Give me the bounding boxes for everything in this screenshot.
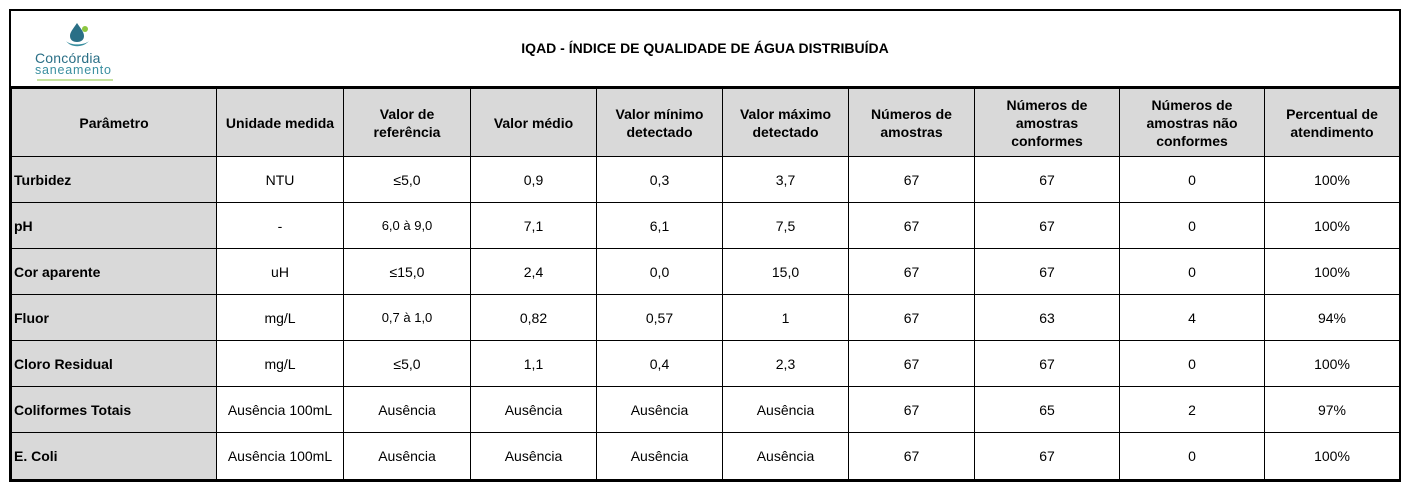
table-cell: 0	[1119, 248, 1265, 295]
table-row: Cor aparente uH ≤15,0 2,4 0,0 15,0 67 67…	[11, 248, 1400, 295]
header-cell: Números de amostras	[848, 88, 975, 157]
header-cell: Números de amostras conformes	[974, 88, 1120, 157]
table-cell: Ausência 100mL	[216, 432, 344, 480]
table-cell: 67	[974, 248, 1120, 295]
table-row: Turbidez NTU ≤5,0 0,9 0,3 3,7 67 67 0 10…	[11, 156, 1400, 203]
table-cell: 1,1	[470, 340, 597, 387]
table-cell: 100%	[1264, 248, 1400, 295]
table-cell: 100%	[1264, 202, 1400, 249]
logo-tagline-rule	[37, 79, 113, 81]
table-cell: Ausência	[596, 432, 723, 480]
table-cell: 0	[1119, 340, 1265, 387]
table-cell: 0,4	[596, 340, 723, 387]
table-row: Cloro Residual mg/L ≤5,0 1,1 0,4 2,3 67 …	[11, 340, 1400, 387]
table-cell: 100%	[1264, 156, 1400, 203]
table-cell: 65	[974, 386, 1120, 433]
header-cell: Parâmetro	[11, 88, 217, 157]
param-cell: Cor aparente	[11, 248, 217, 295]
header-cell: Percentual de atendimento	[1264, 88, 1400, 157]
table-cell: 67	[974, 432, 1120, 480]
table-cell: 67	[974, 202, 1120, 249]
param-cell: Turbidez	[11, 156, 217, 203]
table-cell: 0,82	[470, 294, 597, 341]
logo-sub: saneamento	[35, 63, 112, 77]
title-row: Concórdia saneamento IQAD - ÍNDICE DE QU…	[11, 11, 1399, 88]
water-drop-icon	[66, 23, 89, 47]
table-cell: 63	[974, 294, 1120, 341]
table-cell: 0	[1119, 156, 1265, 203]
table-cell: NTU	[216, 156, 344, 203]
table-cell: 0,0	[596, 248, 723, 295]
page-title: IQAD - ÍNDICE DE QUALIDADE DE ÁGUA DISTR…	[521, 40, 889, 56]
table-cell: 7,5	[722, 202, 849, 249]
header-cell: Valor máximo detectado	[722, 88, 849, 157]
header-cell: Unidade medida	[216, 88, 344, 157]
table-cell: 2	[1119, 386, 1265, 433]
header-row: Parâmetro Unidade medida Valor de referê…	[11, 88, 1400, 157]
table-cell: 67	[848, 294, 975, 341]
table-cell: 6,1	[596, 202, 723, 249]
table-cell: 0,3	[596, 156, 723, 203]
table-cell: 6,0 à 9,0	[343, 202, 471, 249]
table-cell: 67	[848, 386, 975, 433]
concordia-logo: Concórdia saneamento	[33, 21, 123, 81]
param-cell: E. Coli	[11, 432, 217, 480]
table-row: pH - 6,0 à 9,0 7,1 6,1 7,5 67 67 0 100%	[11, 202, 1400, 249]
table-cell: uH	[216, 248, 344, 295]
table-cell: 67	[848, 156, 975, 203]
table-cell: 2,3	[722, 340, 849, 387]
table-cell: 3,7	[722, 156, 849, 203]
table-row: Fluor mg/L 0,7 à 1,0 0,82 0,57 1 67 63 4…	[11, 294, 1400, 341]
table-cell: Ausência 100mL	[216, 386, 344, 433]
param-cell: Coliformes Totais	[11, 386, 217, 433]
header-cell: Valor de referência	[343, 88, 471, 157]
table-cell: 7,1	[470, 202, 597, 249]
table-cell: mg/L	[216, 294, 344, 341]
param-cell: Cloro Residual	[11, 340, 217, 387]
table-cell: 100%	[1264, 340, 1400, 387]
param-cell: pH	[11, 202, 217, 249]
table-cell: 15,0	[722, 248, 849, 295]
table-cell: 67	[848, 432, 975, 480]
table-cell: 0	[1119, 432, 1265, 480]
table-cell: -	[216, 202, 344, 249]
table-cell: 2,4	[470, 248, 597, 295]
table-cell: Ausência	[596, 386, 723, 433]
table-cell: 0,57	[596, 294, 723, 341]
table-cell: Ausência	[722, 386, 849, 433]
logo-brand: Concórdia	[35, 50, 101, 66]
table-cell: 0,7 à 1,0	[343, 294, 471, 341]
table-cell: 67	[848, 248, 975, 295]
table-cell: ≤5,0	[343, 340, 471, 387]
table-cell: Ausência	[343, 432, 471, 480]
table-cell: 0,9	[470, 156, 597, 203]
table-cell: Ausência	[722, 432, 849, 480]
table-row: E. Coli Ausência 100mL Ausência Ausência…	[11, 432, 1400, 480]
table-cell: 4	[1119, 294, 1265, 341]
header-cell: Valor mínimo detectado	[596, 88, 723, 157]
table-cell: 1	[722, 294, 849, 341]
table-cell: 94%	[1264, 294, 1400, 341]
table-cell: 100%	[1264, 432, 1400, 480]
table-cell: ≤5,0	[343, 156, 471, 203]
table-cell: 67	[848, 340, 975, 387]
table-cell: 0	[1119, 202, 1265, 249]
table-cell: ≤15,0	[343, 248, 471, 295]
table-cell: 67	[848, 202, 975, 249]
table-cell: 97%	[1264, 386, 1400, 433]
header-cell: Números de amostras não conformes	[1119, 88, 1265, 157]
table-cell: Ausência	[470, 386, 597, 433]
table-cell: 67	[974, 156, 1120, 203]
param-cell: Fluor	[11, 294, 217, 341]
header-cell: Valor médio	[470, 88, 597, 157]
table-cell: Ausência	[343, 386, 471, 433]
table-cell: mg/L	[216, 340, 344, 387]
table-cell: Ausência	[470, 432, 597, 480]
report-frame: Concórdia saneamento IQAD - ÍNDICE DE QU…	[9, 9, 1401, 482]
quality-table: Parâmetro Unidade medida Valor de referê…	[11, 88, 1400, 480]
table-row: Coliformes Totais Ausência 100mL Ausênci…	[11, 386, 1400, 433]
table-cell: 67	[974, 340, 1120, 387]
